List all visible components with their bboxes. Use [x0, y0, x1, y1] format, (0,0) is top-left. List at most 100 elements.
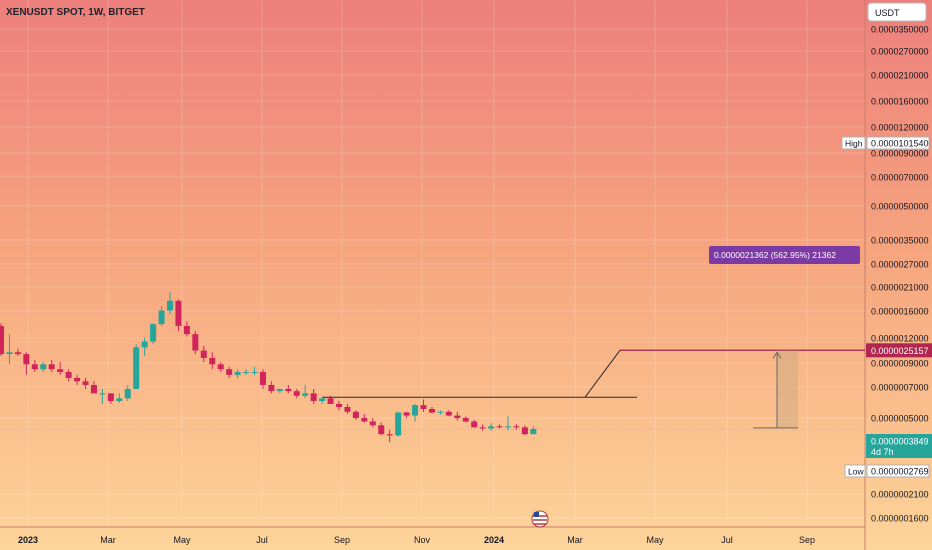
candle-body	[513, 426, 520, 428]
candle-body	[31, 364, 38, 370]
candle	[386, 429, 393, 443]
candle	[395, 411, 402, 437]
candle	[74, 374, 81, 385]
price-tick-label: 0.0000016000	[871, 307, 929, 317]
candle-body	[82, 381, 89, 385]
candle	[57, 362, 64, 375]
time-tick-label: Mar	[100, 535, 116, 545]
candle	[48, 359, 55, 372]
candle-body	[386, 434, 393, 436]
candle-body	[226, 369, 233, 375]
candle	[412, 403, 419, 422]
region-flag-icon[interactable]	[531, 510, 549, 528]
candle	[200, 345, 207, 363]
candle-body	[336, 403, 342, 408]
candle	[276, 388, 283, 394]
grid-lines	[0, 428, 865, 430]
candle-body	[420, 405, 427, 409]
candle	[479, 424, 486, 431]
candle	[302, 384, 309, 399]
candle-body	[200, 350, 207, 358]
candle	[217, 362, 224, 372]
price-tick-label: 0.0000070000	[871, 173, 929, 183]
candle-body	[488, 426, 495, 429]
candle	[344, 403, 351, 415]
candle	[496, 424, 503, 429]
candle	[445, 410, 452, 417]
candle-body	[40, 364, 47, 370]
candle-body	[57, 369, 64, 372]
candle-body	[361, 418, 368, 422]
candle-body	[0, 325, 4, 355]
candle	[167, 292, 173, 314]
candle-body	[6, 352, 13, 355]
price-tick-label: 0.0000012000	[871, 334, 929, 344]
candle	[310, 388, 317, 404]
candle-body	[530, 428, 537, 435]
candle	[90, 381, 97, 394]
candle	[209, 352, 216, 370]
projection-arrowhead	[772, 351, 782, 359]
current-value-box	[866, 434, 932, 458]
current-countdown: 4d 7h	[871, 447, 894, 457]
projection-range-box	[777, 350, 798, 428]
candle-body	[243, 371, 250, 373]
candle	[521, 425, 528, 436]
candle-body	[116, 398, 123, 402]
price-tick-label: 0.0000210000	[871, 71, 929, 81]
candle-body	[90, 384, 97, 394]
candle	[23, 352, 30, 375]
candle	[175, 299, 182, 331]
price-tick-label: 0.0000035000	[871, 236, 929, 246]
candle	[82, 377, 89, 389]
candle-body	[352, 411, 359, 418]
candle	[403, 411, 410, 418]
candle	[6, 334, 13, 365]
candle-body	[14, 352, 21, 355]
projection-label-bg	[709, 246, 860, 264]
price-tick-label: 0.0000120000	[871, 123, 929, 133]
candle-body	[412, 405, 419, 416]
candle-body	[403, 412, 410, 416]
candle	[183, 321, 190, 337]
time-tick-label: Nov	[414, 535, 431, 545]
time-tick-label: May	[173, 535, 191, 545]
candle	[530, 426, 537, 435]
price-tick-label: 0.0000160000	[871, 97, 929, 107]
candles	[0, 292, 537, 443]
high-value-box	[866, 136, 930, 150]
candle	[454, 411, 461, 421]
candle-body	[521, 427, 528, 435]
currency-button[interactable]: USDT	[867, 2, 927, 22]
low-value-box	[866, 464, 930, 478]
price-badges: High 0.0000101540 0.0000025157 0.0000003849…	[841, 136, 932, 478]
candle	[428, 407, 435, 414]
time-tick-label: 2024	[484, 535, 504, 545]
candle-body	[319, 398, 326, 402]
drawings[interactable]: 0.0000021362 (562.95%) 21362	[322, 246, 865, 429]
candle	[505, 416, 511, 431]
symbol-title: XENUSDT SPOT, 1W, BITGET	[6, 7, 145, 18]
candle	[192, 330, 199, 355]
candle-body	[175, 300, 182, 326]
candle-body	[251, 371, 258, 373]
candle-body	[74, 377, 81, 382]
candle-body	[107, 393, 114, 402]
price-tick-label: 0.0000350000	[871, 25, 929, 35]
candle-body	[99, 393, 106, 395]
candle	[158, 306, 165, 326]
price-tick-label: 0.0000001600	[871, 514, 929, 524]
candle	[369, 418, 376, 428]
candle-body	[479, 427, 486, 429]
price-axis: 0.0000350000 0.0000270000 0.0000210000 0.00…	[871, 25, 929, 524]
candle-body	[437, 411, 444, 413]
candle	[107, 393, 114, 404]
candle	[133, 344, 140, 389]
candle-body	[259, 371, 266, 385]
high-tag: High	[845, 139, 863, 149]
candle	[150, 323, 157, 345]
candle-body	[141, 341, 148, 348]
candle-body	[23, 354, 30, 365]
